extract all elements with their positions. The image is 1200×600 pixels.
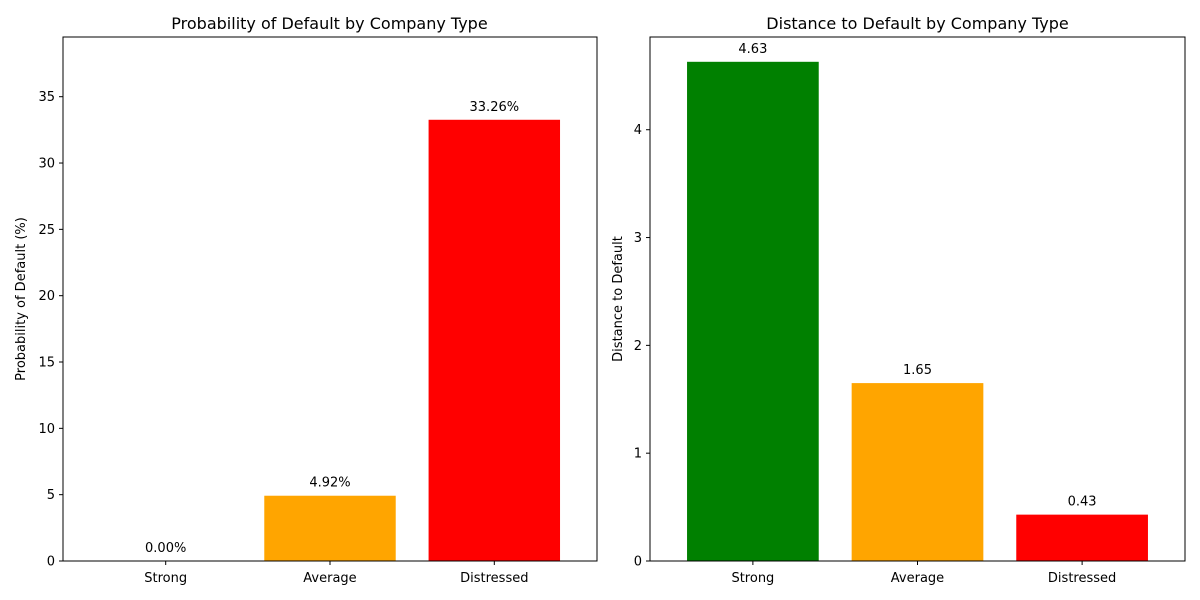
data-label: 33.26% <box>470 100 520 115</box>
plot-frame <box>62 36 598 562</box>
chart-title: Distance to Default by Company Type <box>766 14 1068 33</box>
x-tick-label: Distressed <box>1048 571 1116 586</box>
x-tick-label: Average <box>303 571 356 586</box>
y-tick-label: 4 <box>634 123 642 138</box>
y-tick-label: 3 <box>634 231 642 246</box>
distance-to-default-panel: Distance to Default by Company Type Dist… <box>611 14 1186 586</box>
bar-distressed <box>428 119 561 561</box>
bar-strong <box>687 61 819 562</box>
probability-of-default-panel: Probability of Default by Company Type P… <box>14 14 598 586</box>
y-tick-label: 20 <box>38 289 55 304</box>
data-label: 0.43 <box>1068 495 1097 510</box>
bar-average <box>264 495 396 561</box>
data-label: 4.92% <box>309 476 350 491</box>
x-tick-label: Strong <box>144 571 187 586</box>
x-tick-label: Average <box>891 571 944 586</box>
plot-frame <box>649 36 1186 562</box>
y-tick-label: 1 <box>634 447 642 462</box>
bar-distressed <box>1016 514 1148 561</box>
data-label: 1.65 <box>903 363 932 378</box>
chart-title: Probability of Default by Company Type <box>171 14 487 33</box>
y-tick-label: 5 <box>47 488 55 503</box>
x-tick-label: Distressed <box>460 571 528 586</box>
y-tick-label: 35 <box>38 90 55 105</box>
y-axis-label: Probability of Default (%) <box>14 217 29 381</box>
bar-average <box>851 383 984 561</box>
y-tick-label: 25 <box>38 223 55 238</box>
data-label: 0.00% <box>145 541 186 556</box>
y-tick-label: 2 <box>634 339 642 354</box>
y-tick-label: 30 <box>38 157 55 172</box>
y-tick-label: 15 <box>38 356 55 371</box>
y-tick-label: 10 <box>38 422 55 437</box>
y-tick-label: 0 <box>634 555 642 570</box>
y-tick-label: 0 <box>47 555 55 570</box>
y-axis-label: Distance to Default <box>611 236 626 362</box>
data-label: 4.63 <box>738 42 767 57</box>
x-tick-label: Strong <box>731 571 774 586</box>
